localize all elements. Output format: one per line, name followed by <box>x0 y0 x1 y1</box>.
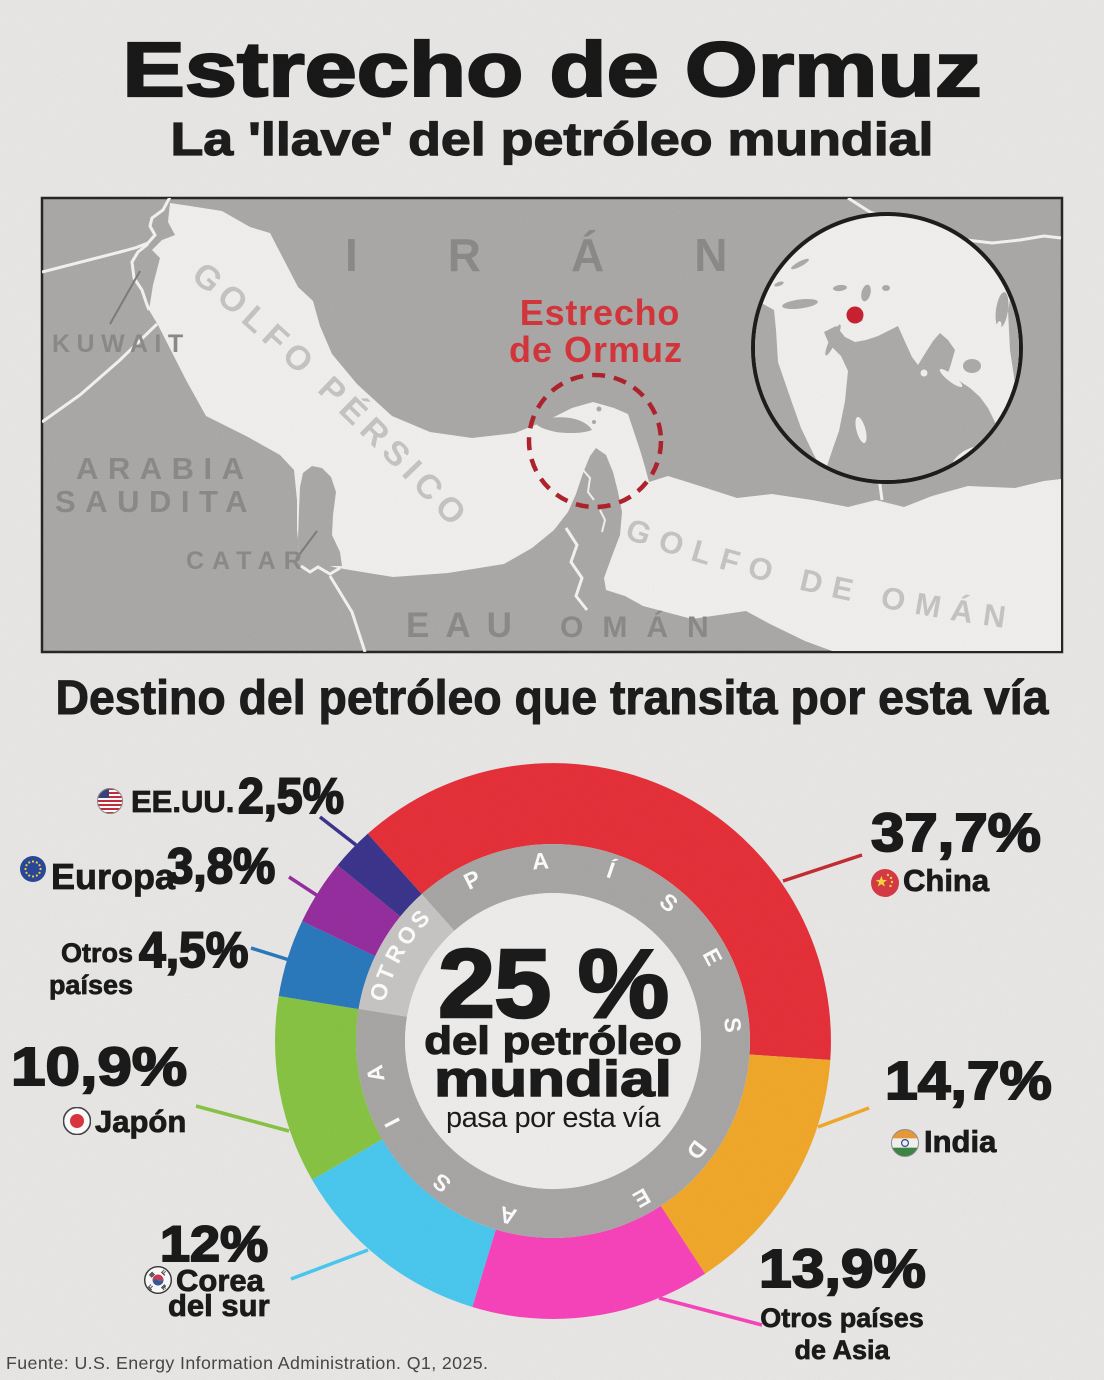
svg-text:KUWAIT: KUWAIT <box>52 330 190 358</box>
svg-text:ARABIA: ARABIA <box>76 451 254 486</box>
svg-text:A: A <box>531 847 549 874</box>
svg-text:CATAR: CATAR <box>186 547 310 575</box>
svg-text:de Ormuz: de Ormuz <box>509 329 683 370</box>
svg-text:OMÁN: OMÁN <box>560 610 728 644</box>
svg-text:IRÁN: IRÁN <box>345 229 817 281</box>
svg-text:SAUDITA: SAUDITA <box>55 484 257 519</box>
svg-text:EAU: EAU <box>406 606 528 645</box>
svg-text:Estrecho: Estrecho <box>520 292 680 333</box>
